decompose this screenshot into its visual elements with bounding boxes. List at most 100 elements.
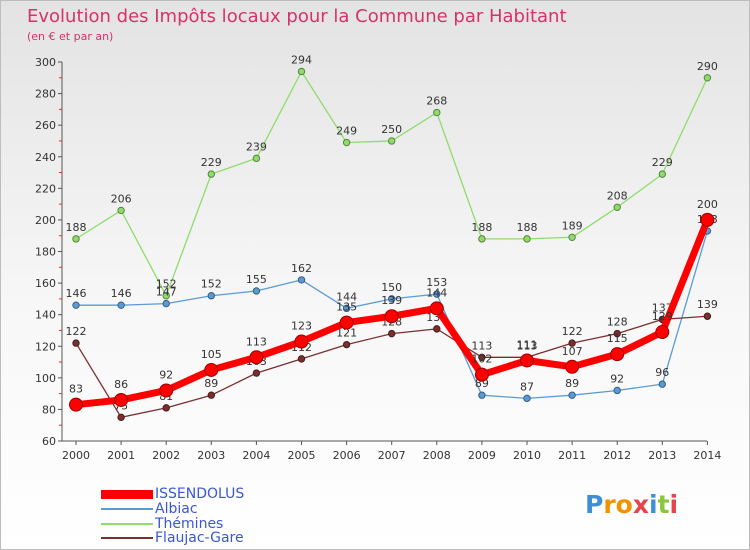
data-label-issendolus: 86	[114, 378, 128, 391]
data-label-flaujac-gare: 122	[562, 325, 583, 338]
data-point-issendolus	[339, 315, 354, 330]
data-point-albiac	[162, 299, 170, 308]
data-label-issendolus: 139	[381, 294, 402, 307]
data-point-themines	[613, 203, 621, 211]
data-label-themines: 229	[652, 156, 673, 169]
series-line-themines	[75, 70, 709, 297]
data-point-albiac	[613, 386, 621, 395]
y-tick-label: 300	[35, 56, 56, 69]
data-point-flaujac-gare	[162, 404, 170, 412]
data-point-albiac	[117, 301, 125, 309]
y-tick-label: 180	[35, 246, 56, 259]
chart-title: Evolution des Impôts locaux pour la Comm…	[27, 6, 567, 27]
logo-letter: i	[669, 490, 679, 519]
legend-swatch-themines	[101, 523, 153, 525]
data-point-albiac	[523, 394, 531, 403]
x-tick-label: 2014	[693, 449, 721, 462]
data-label-issendolus: 115	[607, 332, 628, 345]
data-point-themines	[297, 67, 306, 76]
data-point-themines	[568, 233, 576, 241]
x-tick-label: 2002	[152, 449, 180, 462]
data-point-issendolus	[520, 353, 534, 368]
data-point-issendolus	[384, 309, 399, 324]
data-label-albiac: 146	[111, 287, 132, 300]
data-label-themines: 188	[517, 221, 538, 234]
legend-swatch-albiac	[101, 508, 153, 510]
data-point-issendolus	[700, 212, 715, 227]
data-label-albiac: 153	[426, 276, 447, 289]
data-label-issendolus: 111	[517, 338, 538, 351]
data-point-albiac	[207, 292, 216, 300]
y-tick-label: 140	[35, 309, 56, 322]
y-tick-label: 220	[35, 182, 56, 195]
data-point-flaujac-gare	[207, 391, 216, 399]
data-label-issendolus: 200	[697, 198, 718, 211]
data-point-issendolus	[655, 325, 670, 340]
legend-item-flaujac-gare: Flaujac-Gare	[101, 531, 244, 545]
x-tick-label: 2001	[107, 449, 135, 462]
data-label-flaujac-gare: 139	[697, 298, 718, 311]
data-point-flaujac-gare	[342, 340, 351, 349]
data-point-albiac	[342, 304, 351, 313]
data-point-albiac	[388, 295, 396, 303]
legend-item-albiac: Albiac	[101, 502, 198, 516]
data-point-flaujac-gare	[72, 339, 80, 347]
x-tick-label: 2005	[288, 449, 316, 462]
y-tick-label: 260	[35, 119, 56, 132]
logo-letter: o	[615, 490, 633, 519]
y-tick-label: 80	[42, 403, 56, 416]
data-label-themines: 206	[111, 192, 132, 205]
data-label-flaujac-gare: 128	[607, 316, 628, 329]
y-tick-label: 200	[35, 214, 56, 227]
data-point-flaujac-gare	[703, 312, 712, 320]
data-label-issendolus: 123	[291, 320, 312, 333]
data-point-issendolus	[204, 362, 219, 377]
data-label-flaujac-gare: 113	[471, 339, 492, 352]
data-label-albiac: 144	[336, 290, 357, 303]
data-label-albiac: 87	[520, 380, 534, 393]
data-label-albiac: 147	[156, 286, 177, 299]
legend-item-themines: Thémines	[101, 517, 223, 531]
data-point-themines	[252, 154, 261, 163]
x-tick-label: 2003	[197, 449, 225, 462]
legend-label-albiac: Albiac	[155, 501, 198, 517]
x-tick-label: 2008	[423, 449, 451, 462]
legend-label-themines: Thémines	[155, 516, 224, 532]
data-point-issendolus	[159, 383, 174, 398]
data-label-themines: 208	[607, 189, 628, 202]
data-label-themines: 268	[426, 95, 447, 108]
x-tick-label: 2000	[62, 449, 90, 462]
logo-letter: i	[649, 490, 658, 519]
data-point-themines	[478, 235, 486, 243]
data-point-flaujac-gare	[297, 355, 306, 363]
data-label-flaujac-gare: 113	[517, 339, 538, 352]
data-label-albiac: 152	[201, 278, 222, 291]
data-label-themines: 290	[697, 60, 718, 73]
y-tick-label: 60	[42, 435, 56, 448]
logo-letter: P	[585, 490, 604, 519]
data-label-flaujac-gare: 122	[66, 325, 87, 338]
data-point-themines	[703, 74, 712, 82]
data-point-albiac	[478, 391, 486, 399]
data-point-albiac	[433, 290, 441, 298]
proxiti-logo: Proxiti	[585, 490, 678, 519]
x-tick-label: 2013	[648, 449, 676, 462]
data-point-themines	[658, 170, 666, 178]
data-label-issendolus: 105	[201, 348, 222, 361]
data-point-issendolus	[249, 350, 264, 365]
data-point-issendolus	[429, 301, 444, 316]
data-label-albiac: 89	[565, 377, 579, 390]
data-label-issendolus: 102	[471, 353, 492, 366]
data-point-issendolus	[610, 347, 625, 362]
x-tick-label: 2004	[242, 449, 270, 462]
data-point-issendolus	[565, 359, 580, 374]
y-tick-label: 240	[35, 151, 56, 164]
data-label-issendolus: 92	[159, 368, 173, 381]
data-label-themines: 250	[381, 123, 402, 136]
y-tick-label: 120	[35, 340, 56, 353]
data-label-themines: 229	[201, 156, 222, 169]
data-label-themines: 152	[156, 278, 177, 291]
legend-item-issendolus: ISSENDOLUS	[101, 487, 244, 501]
data-label-themines: 188	[66, 221, 87, 234]
data-point-albiac	[297, 276, 306, 284]
